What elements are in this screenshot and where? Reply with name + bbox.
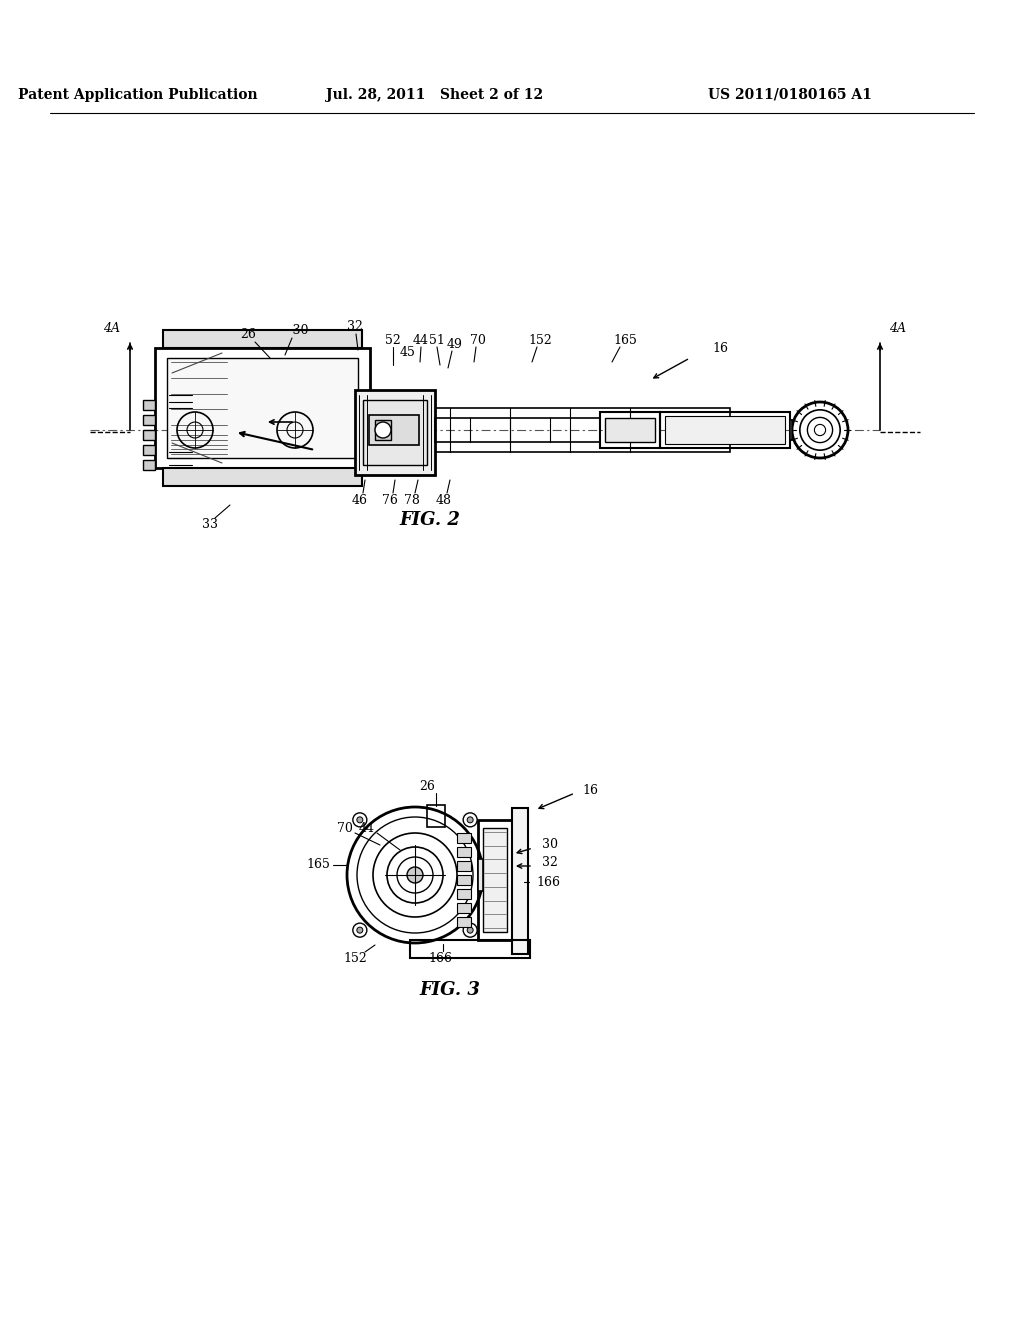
Bar <box>143 400 155 411</box>
Text: 44: 44 <box>413 334 429 346</box>
Text: 70: 70 <box>337 821 353 834</box>
Text: 4A: 4A <box>103 322 121 334</box>
Circle shape <box>467 927 473 933</box>
Text: 16: 16 <box>712 342 728 355</box>
Text: —30: —30 <box>281 323 309 337</box>
Bar <box>478 820 512 940</box>
Bar <box>605 418 655 442</box>
Text: 152: 152 <box>528 334 552 346</box>
Bar <box>143 459 155 470</box>
Text: 45: 45 <box>400 346 416 359</box>
Text: 76: 76 <box>382 494 398 507</box>
Bar <box>369 414 419 445</box>
Text: 78: 78 <box>404 494 420 507</box>
Text: 30: 30 <box>542 838 558 851</box>
Bar <box>665 416 785 444</box>
Text: 48: 48 <box>436 494 452 507</box>
Text: 44: 44 <box>359 821 375 834</box>
Text: FIG. 3: FIG. 3 <box>420 981 480 999</box>
Bar <box>478 859 483 891</box>
Text: FIG. 2: FIG. 2 <box>399 511 461 529</box>
Bar <box>435 418 600 442</box>
Circle shape <box>467 817 473 822</box>
Text: 33: 33 <box>202 519 218 532</box>
Bar <box>427 805 445 828</box>
Text: 166: 166 <box>428 952 452 965</box>
Bar <box>457 917 471 927</box>
Text: Jul. 28, 2011   Sheet 2 of 12: Jul. 28, 2011 Sheet 2 of 12 <box>327 88 544 102</box>
Text: 165: 165 <box>306 858 330 871</box>
Bar <box>660 412 790 447</box>
Text: 16: 16 <box>582 784 598 796</box>
Text: 51: 51 <box>429 334 445 346</box>
Bar <box>370 411 380 418</box>
Bar <box>143 430 155 440</box>
Bar <box>790 420 792 440</box>
Text: US 2011/0180165 A1: US 2011/0180165 A1 <box>708 88 872 102</box>
Circle shape <box>375 422 391 438</box>
Bar <box>457 847 471 857</box>
Bar <box>457 888 471 899</box>
Text: 46: 46 <box>352 494 368 507</box>
Bar <box>457 875 471 884</box>
Text: 32: 32 <box>542 857 558 870</box>
Circle shape <box>356 927 362 933</box>
Bar <box>457 861 471 871</box>
Text: 52: 52 <box>385 334 400 346</box>
Bar <box>483 828 507 932</box>
Bar <box>355 389 435 475</box>
Circle shape <box>407 867 423 883</box>
Bar <box>512 808 528 954</box>
Text: 26: 26 <box>240 329 256 342</box>
Text: 165: 165 <box>613 334 637 346</box>
Bar <box>457 833 471 843</box>
Bar <box>410 940 530 958</box>
Text: 49: 49 <box>447 338 463 351</box>
Bar <box>362 400 427 465</box>
Bar <box>375 420 391 440</box>
Bar <box>370 450 380 458</box>
Text: 4A: 4A <box>890 322 906 334</box>
Bar <box>143 414 155 425</box>
Bar <box>143 445 155 455</box>
Text: 166: 166 <box>536 875 560 888</box>
Text: 26: 26 <box>419 780 435 792</box>
Circle shape <box>792 403 848 458</box>
Text: Patent Application Publication: Patent Application Publication <box>18 88 258 102</box>
Bar <box>370 408 730 451</box>
Bar <box>370 430 380 438</box>
Bar <box>163 330 362 348</box>
Bar <box>167 358 358 458</box>
Bar <box>600 412 660 447</box>
Circle shape <box>356 817 362 822</box>
Text: 32: 32 <box>347 319 362 333</box>
Text: 70: 70 <box>470 334 486 346</box>
Bar <box>155 348 370 469</box>
Bar <box>163 469 362 486</box>
Bar <box>457 903 471 913</box>
Text: 152: 152 <box>343 952 367 965</box>
